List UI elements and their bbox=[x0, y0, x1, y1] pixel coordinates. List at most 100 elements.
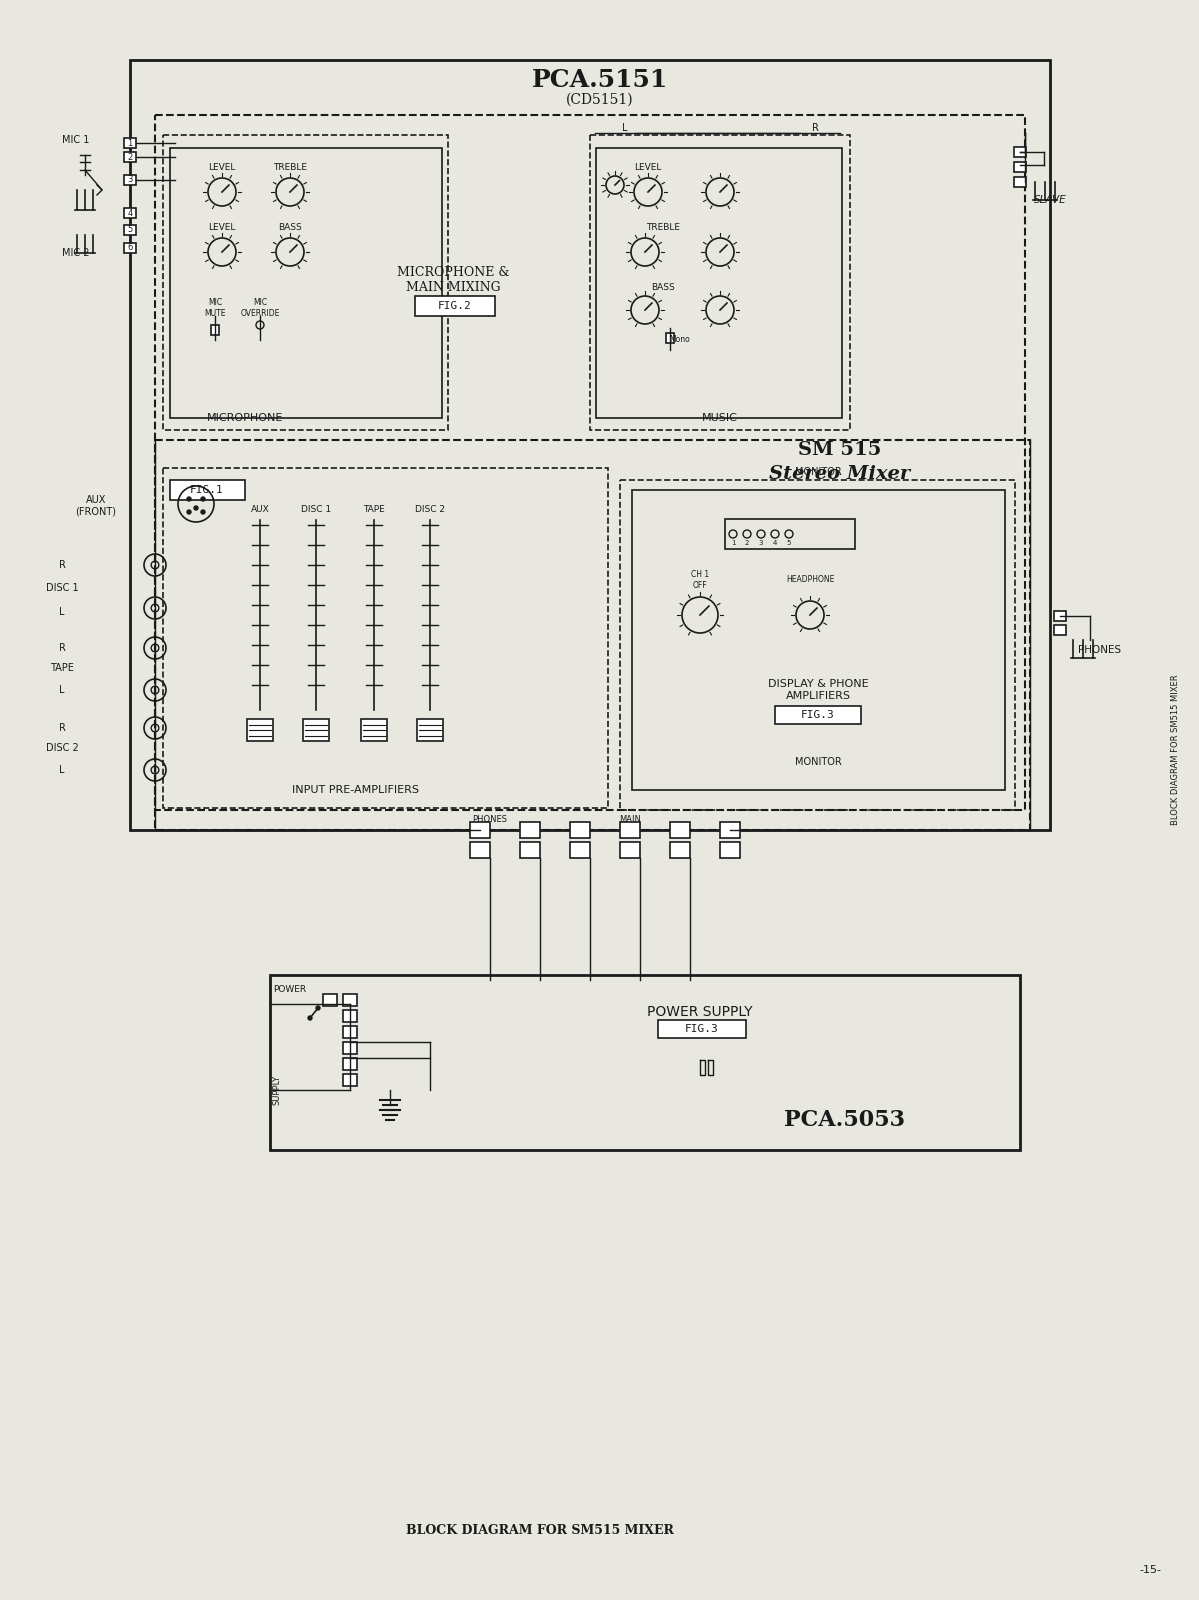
Bar bbox=[620, 842, 640, 858]
Text: PCA.5053: PCA.5053 bbox=[784, 1109, 905, 1131]
Bar bbox=[1014, 178, 1026, 187]
Bar bbox=[247, 718, 273, 741]
Text: R: R bbox=[59, 643, 66, 653]
Text: MONITOR: MONITOR bbox=[795, 467, 842, 477]
Bar bbox=[123, 226, 135, 235]
Text: LEVEL: LEVEL bbox=[634, 163, 662, 173]
Text: POWER: POWER bbox=[273, 986, 307, 995]
Text: PCA.5151: PCA.5151 bbox=[532, 67, 668, 91]
Text: AUX: AUX bbox=[251, 506, 270, 515]
Bar bbox=[123, 243, 135, 253]
Text: FIG.3: FIG.3 bbox=[801, 710, 835, 720]
Bar bbox=[343, 1058, 357, 1070]
Text: MUSIC: MUSIC bbox=[703, 413, 737, 422]
Bar bbox=[415, 296, 495, 317]
Circle shape bbox=[201, 510, 205, 514]
Bar bbox=[670, 822, 689, 838]
Bar bbox=[155, 115, 1025, 810]
Text: MIC 1: MIC 1 bbox=[62, 134, 90, 146]
Bar bbox=[725, 518, 855, 549]
Bar bbox=[520, 822, 540, 838]
Text: TAPE: TAPE bbox=[50, 662, 74, 674]
Text: CH 1
OFF: CH 1 OFF bbox=[691, 570, 709, 590]
Text: BLOCK DIAGRAM FOR SM515 MIXER: BLOCK DIAGRAM FOR SM515 MIXER bbox=[406, 1523, 674, 1536]
Bar bbox=[632, 490, 1005, 790]
Text: L: L bbox=[59, 685, 65, 694]
Bar bbox=[620, 480, 1016, 810]
Bar bbox=[343, 994, 357, 1006]
Bar bbox=[123, 208, 135, 218]
Text: MIC
MUTE: MIC MUTE bbox=[204, 298, 225, 318]
Text: FIG.1: FIG.1 bbox=[191, 485, 224, 494]
Text: L: L bbox=[59, 606, 65, 618]
Bar bbox=[570, 822, 590, 838]
Text: BASS: BASS bbox=[651, 283, 675, 293]
Text: Stereo Mixer: Stereo Mixer bbox=[770, 466, 910, 483]
Circle shape bbox=[317, 1006, 320, 1010]
Text: 5: 5 bbox=[787, 541, 791, 546]
Bar bbox=[123, 152, 135, 162]
Bar bbox=[343, 1042, 357, 1054]
Bar bbox=[470, 822, 490, 838]
Bar bbox=[155, 440, 1030, 830]
Bar bbox=[343, 1026, 357, 1038]
Text: MICROPHONE &
MAIN MIXING: MICROPHONE & MAIN MIXING bbox=[397, 266, 510, 294]
Bar bbox=[665, 333, 674, 342]
Text: LEVEL: LEVEL bbox=[209, 163, 236, 173]
Bar bbox=[123, 174, 135, 186]
Bar bbox=[620, 822, 640, 838]
Bar bbox=[163, 134, 448, 430]
Text: L: L bbox=[59, 765, 65, 774]
Text: BLOCK DIAGRAM FOR SM515 MIXER: BLOCK DIAGRAM FOR SM515 MIXER bbox=[1170, 675, 1180, 826]
Text: (CD5151): (CD5151) bbox=[566, 93, 634, 107]
Text: Mono: Mono bbox=[669, 336, 691, 344]
Text: PHONES: PHONES bbox=[472, 816, 507, 824]
Text: AUX
(FRONT): AUX (FRONT) bbox=[76, 496, 116, 517]
Bar bbox=[1014, 147, 1026, 157]
Bar bbox=[670, 842, 689, 858]
Text: FIG.3: FIG.3 bbox=[685, 1024, 719, 1034]
Bar bbox=[303, 718, 329, 741]
Text: LEVEL: LEVEL bbox=[209, 224, 236, 232]
Bar bbox=[417, 718, 442, 741]
Bar bbox=[170, 149, 442, 418]
Bar bbox=[123, 138, 135, 149]
Text: POWER SUPPLY: POWER SUPPLY bbox=[647, 1005, 753, 1019]
Circle shape bbox=[187, 510, 191, 514]
Bar bbox=[1054, 626, 1066, 635]
Text: DISPLAY & PHONE
AMPLIFIERS: DISPLAY & PHONE AMPLIFIERS bbox=[767, 678, 868, 701]
Bar bbox=[343, 1010, 357, 1022]
Text: SM 515: SM 515 bbox=[799, 442, 881, 459]
Circle shape bbox=[201, 498, 205, 501]
Text: SUPPLY: SUPPLY bbox=[272, 1075, 282, 1106]
Bar bbox=[129, 59, 1050, 830]
Text: -15-: -15- bbox=[1139, 1565, 1161, 1574]
Bar bbox=[590, 134, 850, 430]
Text: FIG.2: FIG.2 bbox=[438, 301, 472, 310]
Text: SLAVE: SLAVE bbox=[1034, 195, 1066, 205]
Bar bbox=[470, 842, 490, 858]
Bar bbox=[170, 480, 245, 499]
Bar bbox=[596, 149, 842, 418]
Bar bbox=[1014, 162, 1026, 171]
Text: MIC
OVERRIDE: MIC OVERRIDE bbox=[240, 298, 279, 318]
Text: 3: 3 bbox=[759, 541, 764, 546]
Text: 6: 6 bbox=[127, 243, 133, 253]
Text: 1: 1 bbox=[127, 139, 133, 147]
Bar bbox=[658, 1021, 746, 1038]
Bar bbox=[163, 467, 608, 808]
Bar bbox=[361, 718, 387, 741]
Bar bbox=[270, 974, 1020, 1150]
Text: 2: 2 bbox=[745, 541, 749, 546]
Text: 5: 5 bbox=[127, 226, 133, 235]
Text: INPUT PRE-AMPLIFIERS: INPUT PRE-AMPLIFIERS bbox=[291, 786, 418, 795]
Text: TREBLE: TREBLE bbox=[646, 224, 680, 232]
Text: DISC 1: DISC 1 bbox=[301, 506, 331, 515]
Text: R: R bbox=[59, 560, 66, 570]
Text: TREBLE: TREBLE bbox=[273, 163, 307, 173]
Text: TAPE: TAPE bbox=[363, 506, 385, 515]
Text: BASS: BASS bbox=[278, 224, 302, 232]
Text: R: R bbox=[59, 723, 66, 733]
Text: 3: 3 bbox=[127, 176, 133, 184]
Text: L: L bbox=[622, 123, 628, 133]
